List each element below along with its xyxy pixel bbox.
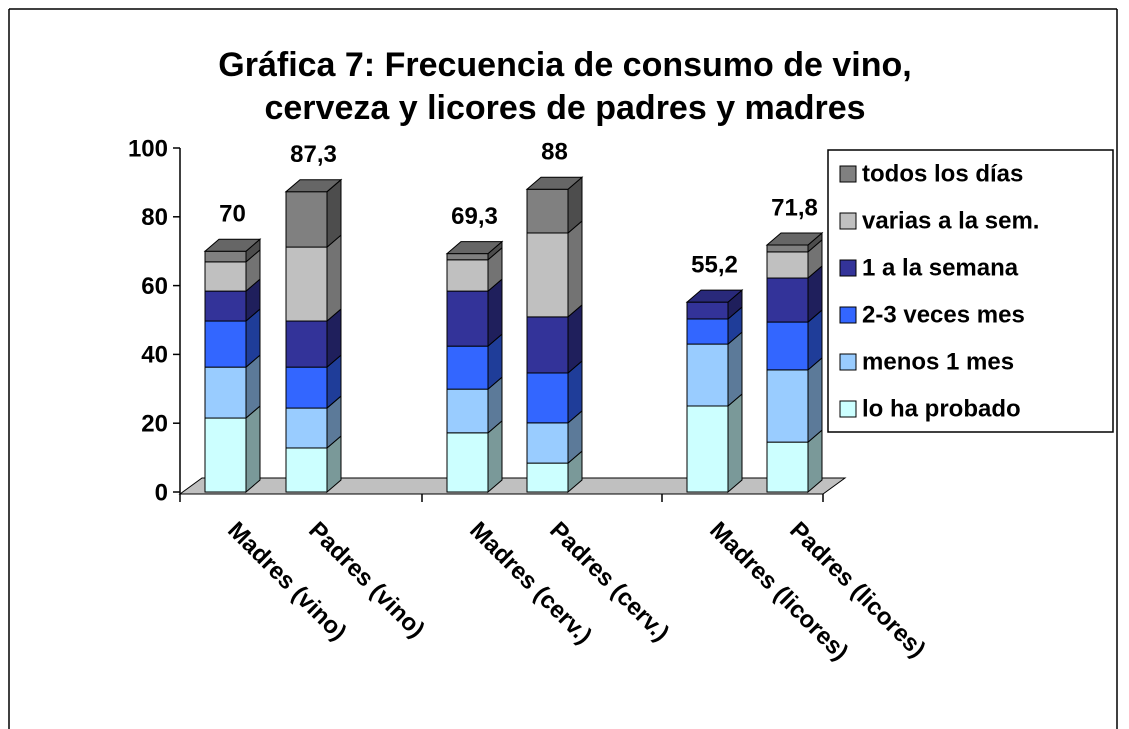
total-label: 71,8 xyxy=(771,194,818,221)
bar-segment xyxy=(446,388,489,434)
legend-label: varias a la sem. xyxy=(862,207,1039,234)
legend-label: todos los días xyxy=(862,160,1023,187)
bar-segment xyxy=(686,405,729,493)
x-tick-label: Padres (licores) xyxy=(784,517,930,663)
bar-top xyxy=(203,238,262,252)
total-label: 55,2 xyxy=(691,251,738,278)
x-tick-label: Madres (licores) xyxy=(704,517,853,666)
bar-segment xyxy=(285,366,328,409)
bar-segment xyxy=(766,441,809,493)
bar-segment xyxy=(526,462,569,493)
bar-segment xyxy=(204,320,247,368)
bar-segment xyxy=(526,232,569,318)
legend-swatch xyxy=(839,353,857,371)
bar-segment xyxy=(446,259,489,292)
bar-top xyxy=(284,179,343,193)
legend-swatch xyxy=(839,259,857,277)
bar-segment xyxy=(766,244,809,253)
bar-segment xyxy=(446,432,489,493)
legend-label: 1 a la semana xyxy=(862,254,1019,281)
bar-top xyxy=(525,176,584,190)
bar-segment xyxy=(686,318,729,345)
bar-segment xyxy=(204,290,247,322)
chart-title: cerveza y licores de padres y madres xyxy=(264,89,865,127)
total-label: 88 xyxy=(541,139,568,166)
total-label: 70 xyxy=(219,201,246,228)
total-label: 87,3 xyxy=(290,141,337,168)
legend-box xyxy=(827,149,1114,433)
bar-segment xyxy=(285,246,328,322)
y-tick-label: 80 xyxy=(141,204,168,231)
bar-segment xyxy=(766,277,809,323)
bar-segment xyxy=(204,366,247,419)
bar-segment xyxy=(766,321,809,371)
bar-segment xyxy=(285,191,328,248)
bar-top xyxy=(685,289,744,303)
bar-top xyxy=(765,232,824,246)
bar-segment xyxy=(526,422,569,464)
bar-segment xyxy=(686,343,729,407)
legend-swatch xyxy=(839,212,857,230)
floor xyxy=(178,477,847,495)
bar-segment xyxy=(526,316,569,374)
total-label: 69,3 xyxy=(451,203,498,230)
bar-segment xyxy=(766,251,809,279)
bar-side xyxy=(245,404,261,494)
bar-segment xyxy=(285,447,328,493)
legend-swatch xyxy=(839,165,857,183)
bar-segment xyxy=(686,301,729,320)
bar-top xyxy=(445,241,504,255)
y-tick-label: 60 xyxy=(141,273,168,300)
legend-swatch xyxy=(839,306,857,324)
legend-label: 2-3 veces mes xyxy=(862,301,1025,328)
bar-segment xyxy=(526,372,569,424)
y-tick-label: 40 xyxy=(141,342,168,369)
bar-side xyxy=(727,392,743,494)
y-tick-label: 20 xyxy=(141,411,168,438)
bar-side xyxy=(326,233,342,323)
legend-label: lo ha probado xyxy=(862,395,1021,422)
bar-segment xyxy=(766,369,809,443)
bar-segment xyxy=(204,261,247,292)
legend-swatch xyxy=(839,400,857,418)
bar-side xyxy=(807,356,823,444)
y-tick-label: 100 xyxy=(128,135,168,162)
bar-segment xyxy=(285,320,328,368)
y-tick-label: 0 xyxy=(155,479,168,506)
bar-side xyxy=(727,330,743,408)
bar-segment xyxy=(446,253,489,261)
legend-label: menos 1 mes xyxy=(862,348,1014,375)
bar-segment xyxy=(204,417,247,493)
bar-segment xyxy=(446,345,489,390)
bar-segment xyxy=(285,407,328,449)
bar-side xyxy=(567,219,583,318)
chart-title: Gráfica 7: Frecuencia de consumo de vino… xyxy=(218,46,911,84)
bar-segment xyxy=(526,188,569,234)
bar-segment xyxy=(446,290,489,347)
bar-segment xyxy=(204,250,247,263)
